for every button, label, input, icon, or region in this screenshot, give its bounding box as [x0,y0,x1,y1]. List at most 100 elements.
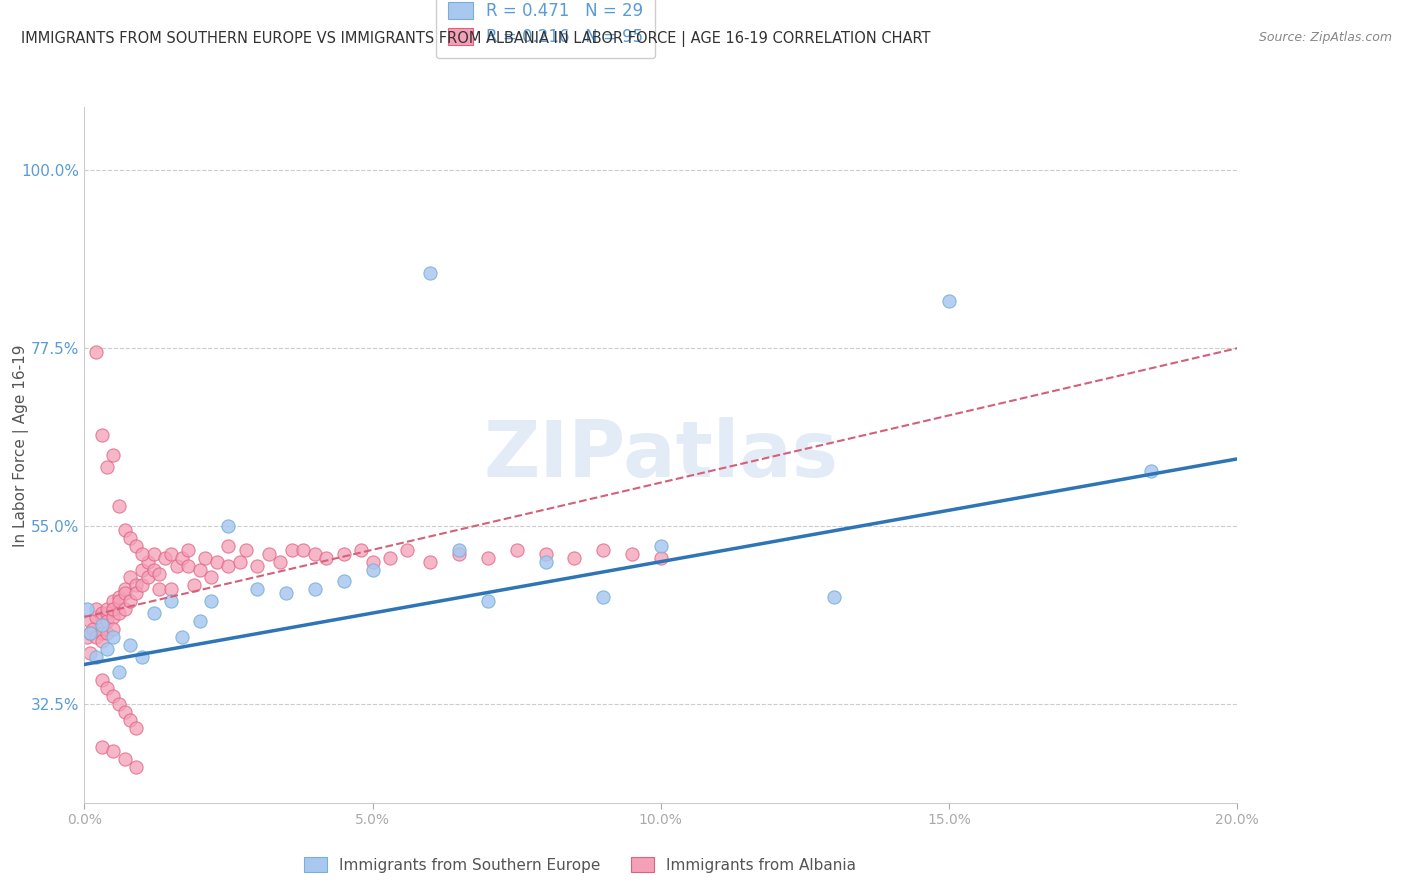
Point [396,542,419,557]
Point [90,606,112,620]
Point [90,622,112,636]
Point [114,602,136,616]
Point [108,591,131,605]
Point [103,602,124,616]
Point [76,630,98,644]
Point [84,649,107,664]
Point [90,673,112,688]
Point [823,591,845,605]
Point [333,547,356,561]
Point [82,622,104,636]
Point [218,519,240,533]
Point [506,542,529,557]
Point [79,625,101,640]
Point [304,547,326,561]
Point [304,582,326,597]
Point [90,625,112,640]
Text: IMMIGRANTS FROM SOUTHERN EUROPE VS IMMIGRANTS FROM ALBANIA IN LABOR FORCE | AGE : IMMIGRANTS FROM SOUTHERN EUROPE VS IMMIG… [21,31,931,47]
Point [79,625,101,640]
Point [621,547,644,561]
Point [315,550,337,565]
Point [103,689,124,703]
Point [449,542,471,557]
Point [177,558,200,573]
Point [131,563,153,577]
Point [125,539,148,553]
Point [108,606,131,620]
Point [96,606,118,620]
Point [103,622,124,636]
Point [1140,464,1163,478]
Point [564,550,586,565]
Point [361,563,384,577]
Point [257,547,280,561]
Point [183,578,205,592]
Point [103,448,124,462]
Point [188,563,211,577]
Point [142,563,165,577]
Point [246,582,269,597]
Point [477,550,499,565]
Text: In Labor Force | Age 16-19: In Labor Force | Age 16-19 [13,344,30,548]
Point [125,586,148,600]
Point [281,542,304,557]
Point [136,555,159,569]
Point [103,594,124,608]
Point [276,586,298,600]
Point [166,558,188,573]
Point [136,570,159,584]
Point [103,744,124,758]
Point [108,500,131,514]
Point [200,594,222,608]
Point [142,606,165,620]
Point [125,760,148,774]
Point [84,602,107,616]
Point [96,641,118,656]
Point [160,582,183,597]
Point [148,566,170,581]
Point [229,555,252,569]
Point [269,555,291,569]
Point [650,550,672,565]
Point [84,610,107,624]
Point [120,594,142,608]
Point [333,574,356,589]
Point [114,523,136,537]
Point [79,614,101,628]
Point [477,594,499,608]
Point [96,602,118,616]
Point [200,570,222,584]
Point [114,752,136,766]
Point [90,633,112,648]
Point [120,531,142,545]
Point [534,555,557,569]
Point [114,586,136,600]
Point [361,555,384,569]
Point [90,618,112,632]
Point [125,578,148,592]
Point [96,459,118,474]
Point [84,345,107,359]
Point [292,542,315,557]
Point [96,614,118,628]
Point [153,550,176,565]
Point [449,547,471,561]
Text: ZIPatlas: ZIPatlas [484,417,838,493]
Point [172,630,194,644]
Point [419,266,441,280]
Point [378,550,401,565]
Point [218,539,240,553]
Point [218,558,240,573]
Point [103,630,124,644]
Point [131,547,153,561]
Point [419,555,441,569]
Point [350,542,373,557]
Text: Source: ZipAtlas.com: Source: ZipAtlas.com [1258,31,1392,45]
Point [84,630,107,644]
Point [108,665,131,680]
Point [96,681,118,695]
Point [194,550,217,565]
Point [108,697,131,711]
Point [160,547,183,561]
Point [108,594,131,608]
